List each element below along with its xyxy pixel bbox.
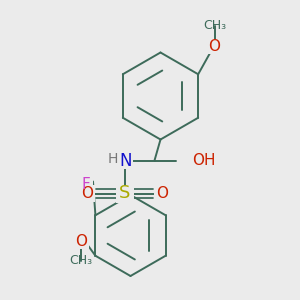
Text: O: O — [81, 186, 93, 201]
Bar — [154, 185, 170, 202]
Bar — [79, 185, 95, 202]
Bar — [116, 184, 134, 202]
Bar — [182, 152, 202, 169]
Text: CH₃: CH₃ — [69, 254, 93, 268]
Text: F: F — [81, 177, 90, 192]
Text: OH: OH — [192, 153, 215, 168]
Text: O: O — [75, 234, 87, 249]
Text: H: H — [107, 152, 118, 166]
Text: O: O — [208, 39, 220, 54]
Bar — [118, 152, 134, 169]
Bar — [207, 39, 222, 54]
Bar — [78, 177, 93, 192]
Bar — [106, 152, 119, 166]
Text: N: N — [120, 152, 132, 169]
Text: O: O — [156, 186, 168, 201]
Text: CH₃: CH₃ — [203, 19, 226, 32]
Text: S: S — [119, 184, 130, 202]
Bar — [74, 234, 88, 249]
